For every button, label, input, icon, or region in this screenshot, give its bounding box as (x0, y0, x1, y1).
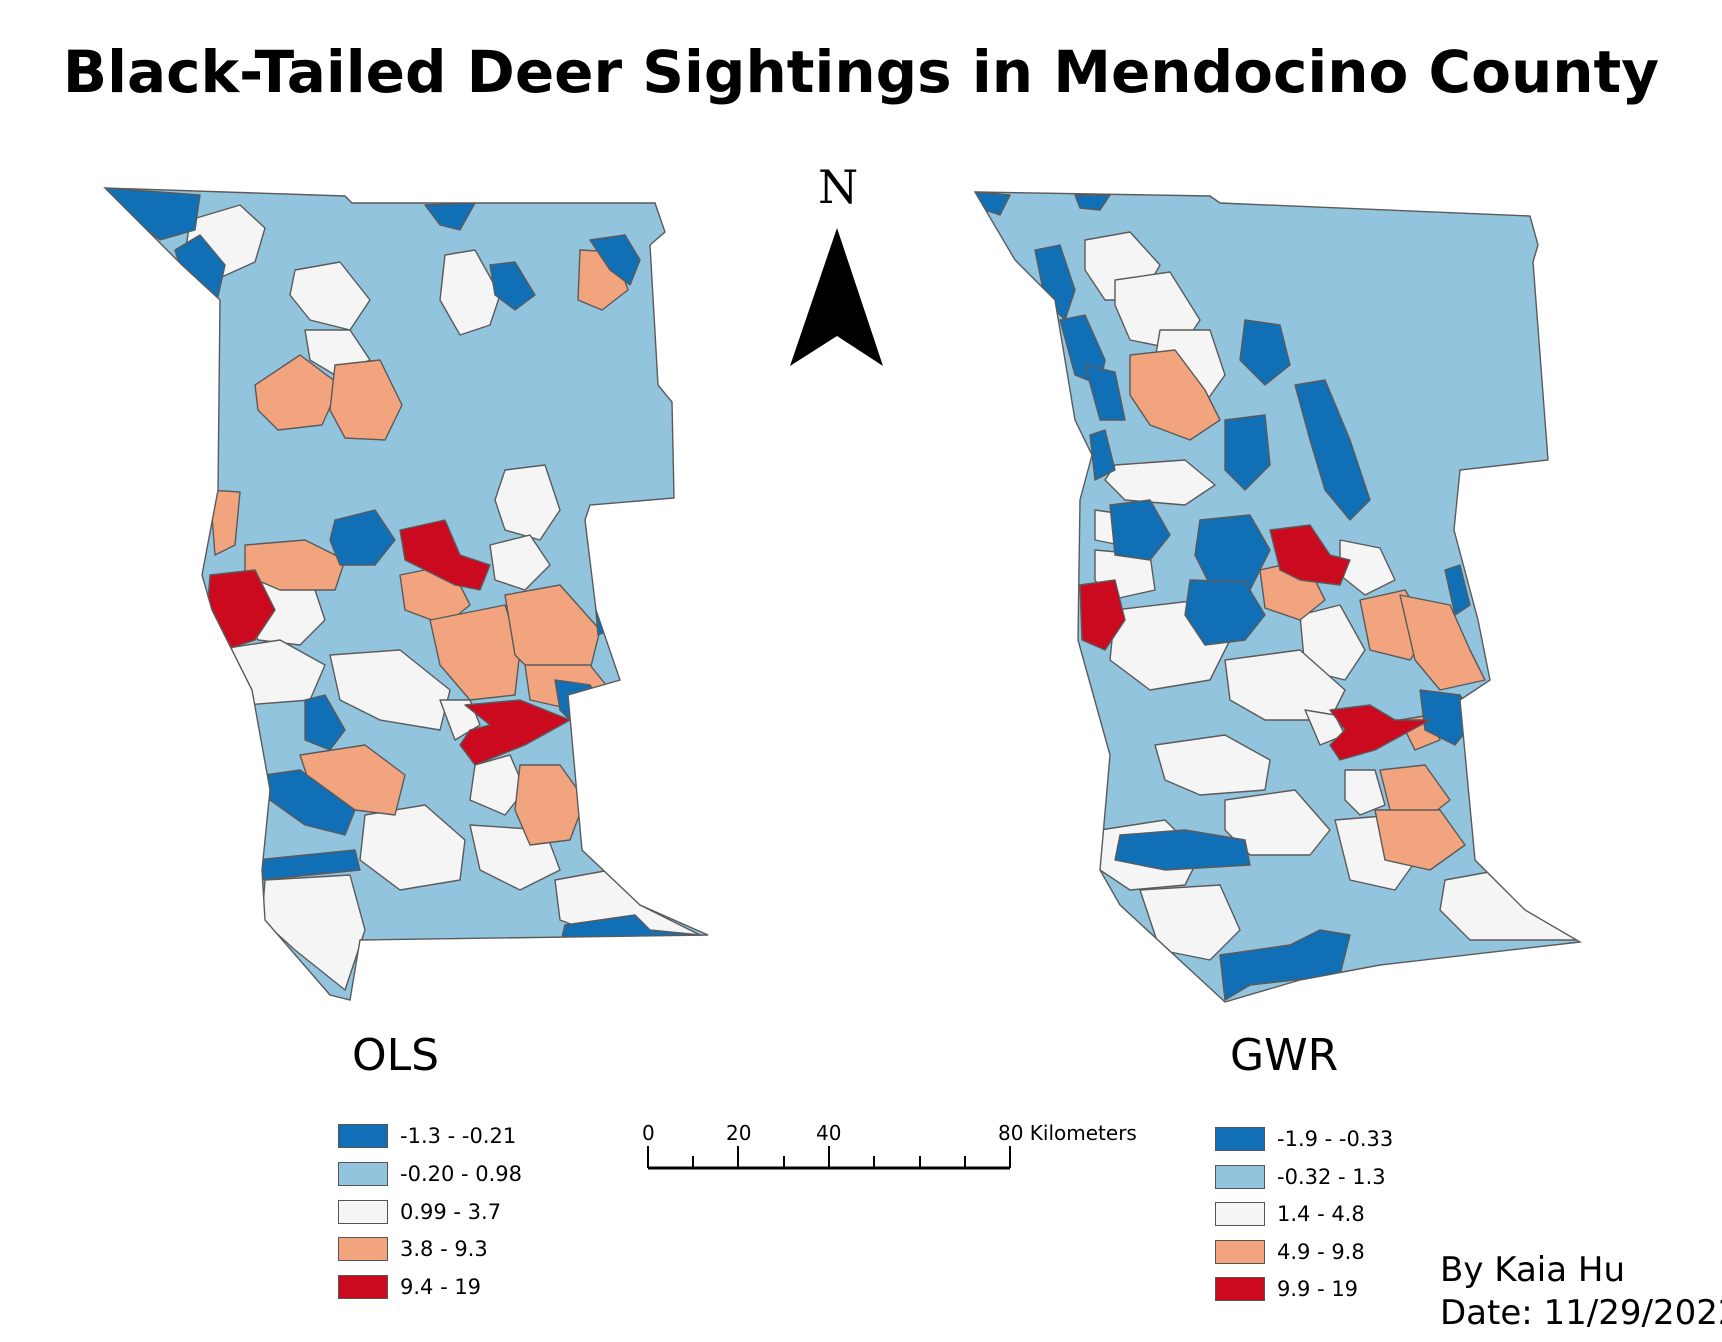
legend-label: 3.8 - 9.3 (400, 1237, 488, 1261)
legend-label: -0.20 - 0.98 (400, 1162, 523, 1186)
scale-label: 40 (816, 1121, 842, 1145)
legend-swatch (338, 1124, 388, 1148)
ols-map-regions (105, 188, 706, 991)
legend-label: 0.99 - 3.7 (400, 1200, 502, 1224)
date-credit: Date: 11/29/2022 (1440, 1293, 1722, 1333)
legend-swatch (1215, 1202, 1265, 1226)
north-arrow-label: N (818, 160, 859, 214)
gwr-map-regions (975, 192, 1580, 1001)
ols-map-label: OLS (352, 1030, 440, 1081)
north-arrow (790, 228, 883, 366)
scale-label: 20 (726, 1121, 752, 1145)
ols-map (105, 188, 708, 1000)
author-credit: By Kaia Hu (1440, 1250, 1625, 1290)
legend-label: -1.9 - -0.33 (1277, 1127, 1394, 1151)
gwr-map-label: GWR (1230, 1030, 1339, 1081)
gwr-map (975, 192, 1580, 1002)
scale-bar (647, 1146, 1011, 1170)
legend-swatch (1215, 1127, 1265, 1151)
legend-swatch (338, 1162, 388, 1186)
legend-label: -0.32 - 1.3 (1277, 1165, 1386, 1189)
legend-label: -1.3 - -0.21 (400, 1124, 517, 1148)
north-arrow-icon (790, 228, 883, 366)
legend-swatch (1215, 1277, 1265, 1301)
legend-label: 4.9 - 9.8 (1277, 1240, 1365, 1264)
legend-label: 1.4 - 4.8 (1277, 1202, 1365, 1226)
legend-swatch (1215, 1165, 1265, 1189)
legend-label: 9.9 - 19 (1277, 1277, 1359, 1301)
legend-swatch (338, 1200, 388, 1224)
scale-label: 0 (642, 1121, 655, 1145)
legend-swatch (338, 1237, 388, 1261)
legend-swatch (338, 1275, 388, 1299)
legend-swatch (1215, 1240, 1265, 1264)
legend-label: 9.4 - 19 (400, 1275, 482, 1299)
scale-label: 80 Kilometers (998, 1121, 1137, 1145)
map-title: Black-Tailed Deer Sightings in Mendocino… (62, 38, 1660, 106)
